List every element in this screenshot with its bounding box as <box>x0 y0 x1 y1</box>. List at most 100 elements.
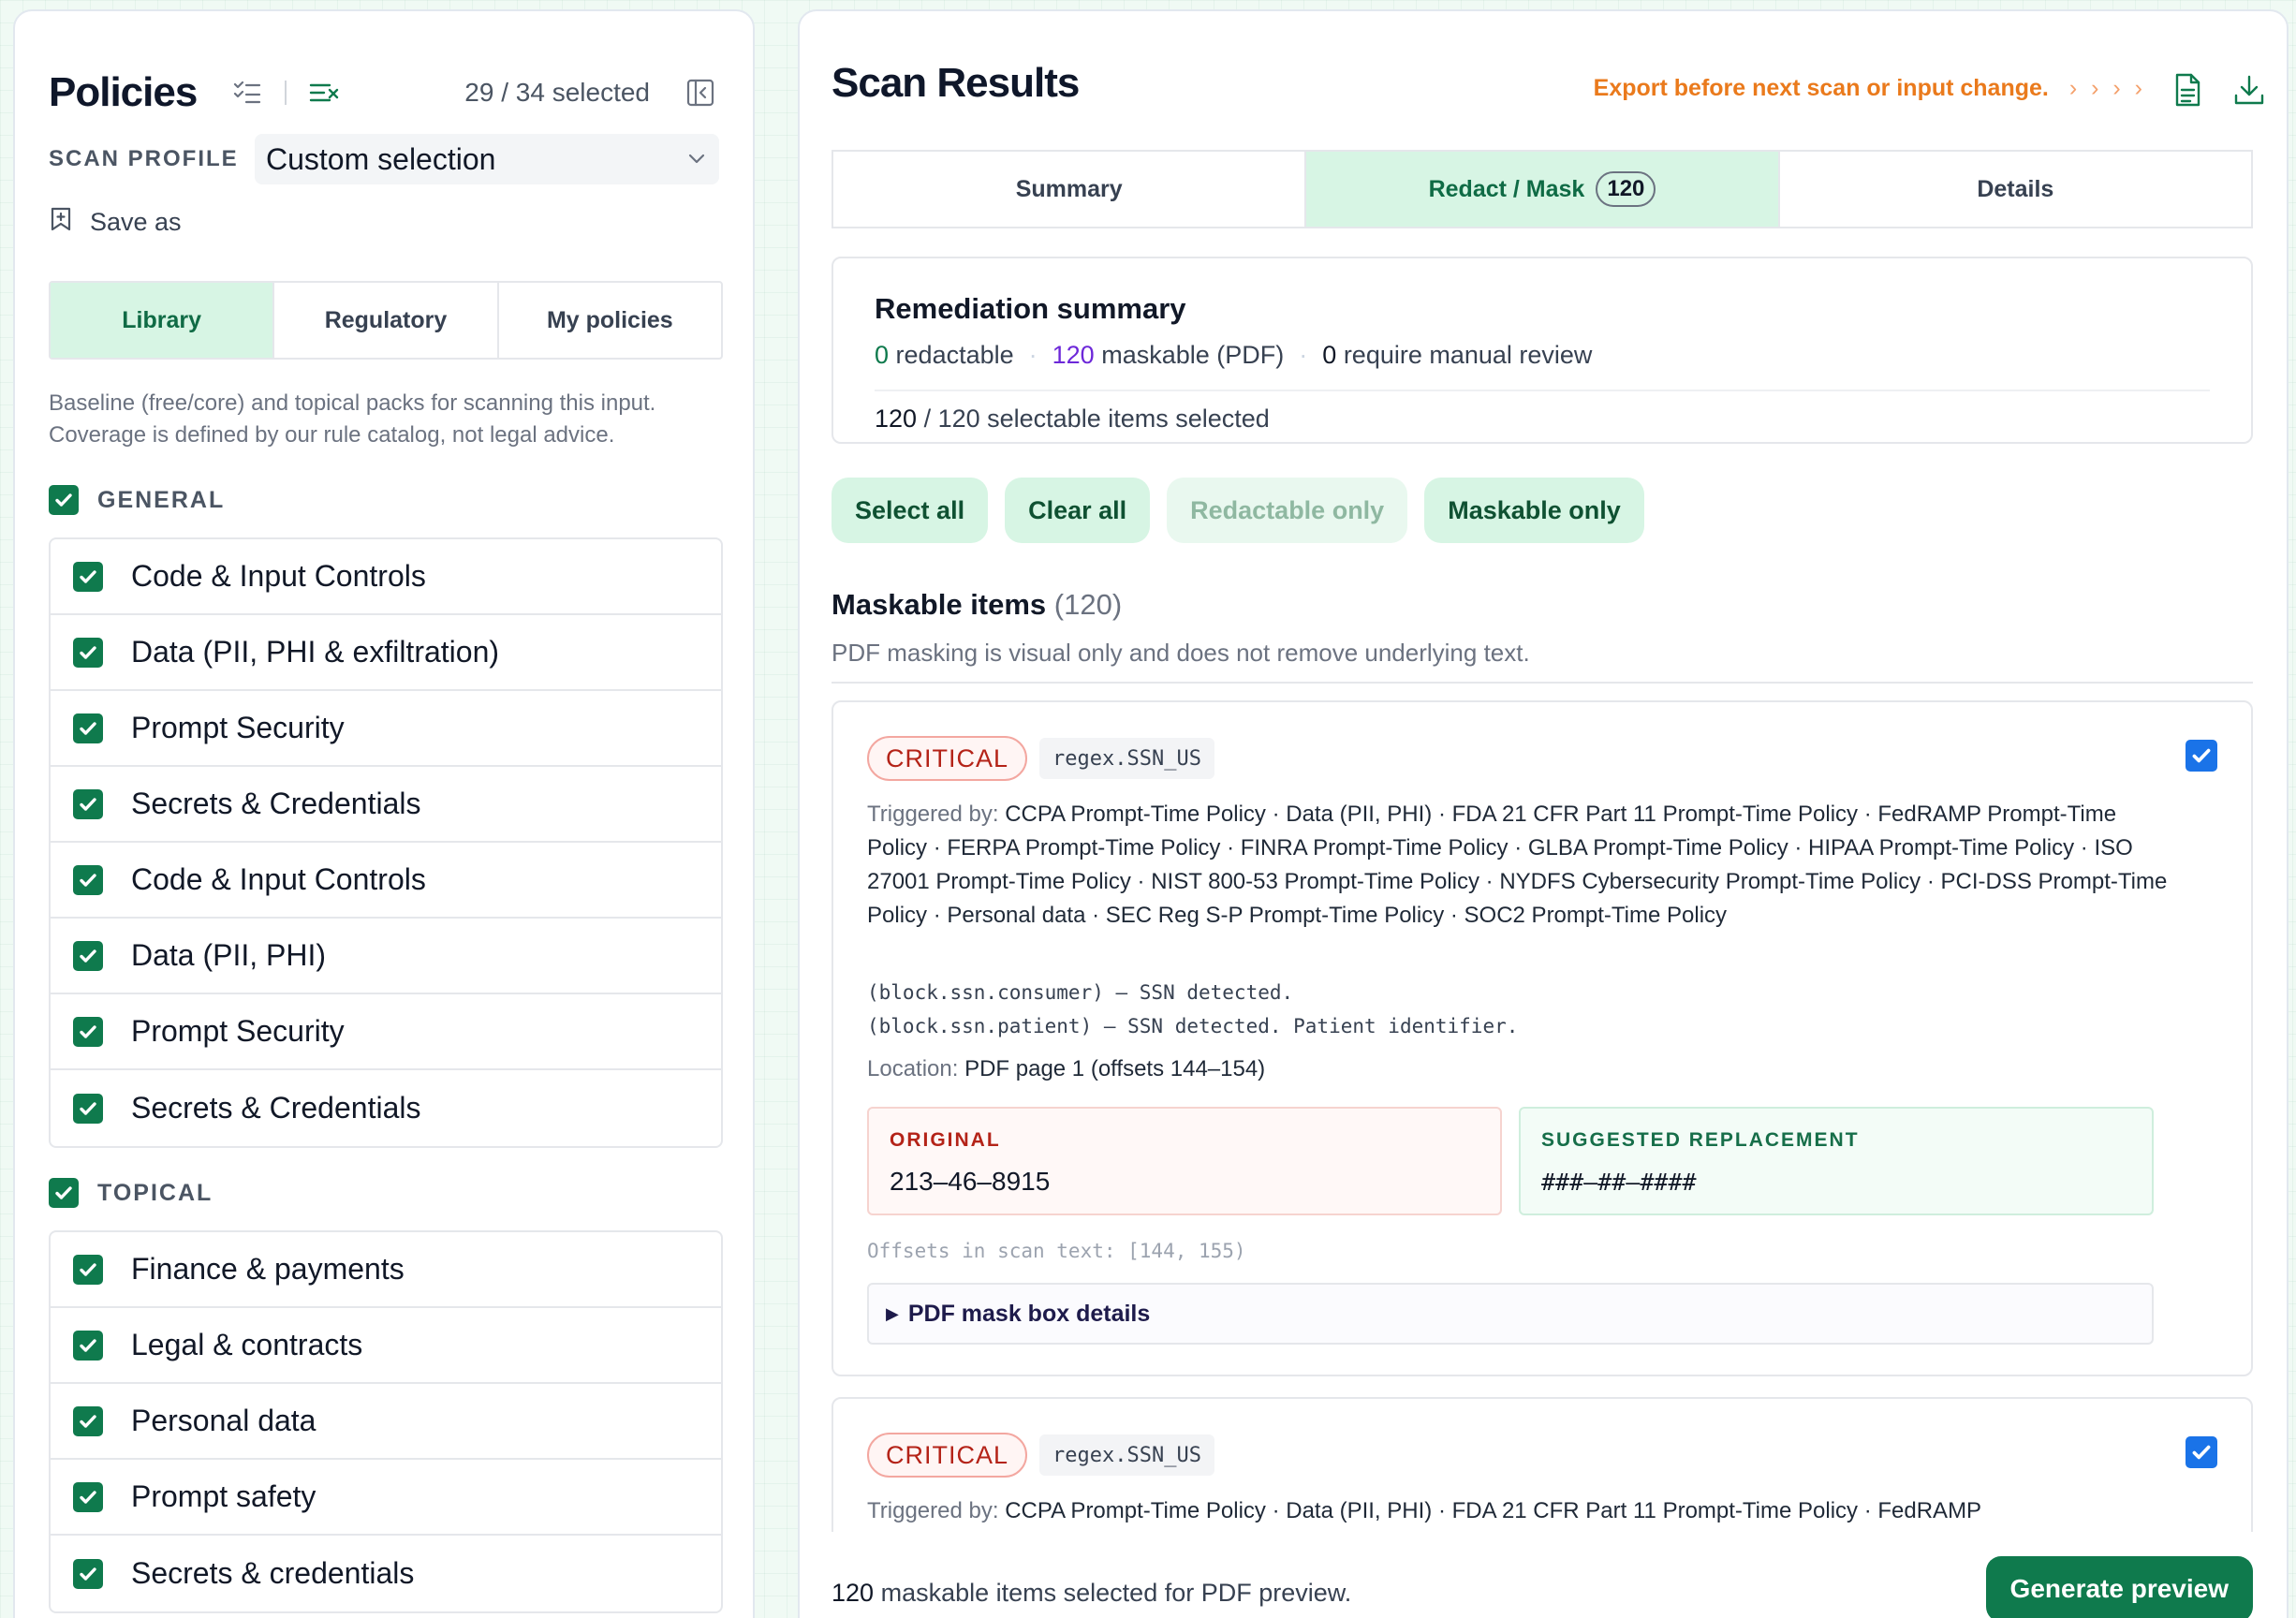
library-description: Baseline (free/core) and topical packs f… <box>49 390 656 448</box>
topical-policy-list: Finance & payments Legal & contracts Per… <box>49 1230 723 1613</box>
scan-profile-select[interactable]: Custom selection <box>255 134 719 184</box>
tab-redact-mask[interactable]: Redact / Mask 120 <box>1306 152 1780 227</box>
separator-dot: · <box>1028 341 1038 369</box>
policy-item[interactable]: Data (PII, PHI) <box>51 919 721 994</box>
policy-checkbox[interactable] <box>73 1330 103 1361</box>
tab-regulatory[interactable]: Regulatory <box>274 283 499 358</box>
group-general-label: GENERAL <box>97 486 226 513</box>
policy-checkbox[interactable] <box>73 1481 103 1512</box>
location-value: PDF page 1 (offsets 144–154) <box>964 1056 1266 1081</box>
policy-label: Secrets & Credentials <box>131 1091 421 1125</box>
severity-badge: CRITICAL <box>867 736 1028 781</box>
redactable-only-button[interactable]: Redactable only <box>1167 478 1408 543</box>
generate-preview-button[interactable]: Generate preview <box>1985 1556 2253 1618</box>
download-icon[interactable] <box>2229 69 2270 110</box>
policy-item[interactable]: Prompt Security <box>51 691 721 767</box>
caret-right-icon: ▶ <box>886 1303 899 1323</box>
policy-item[interactable]: Legal & contracts <box>51 1308 721 1384</box>
clear-all-button[interactable]: Clear all <box>1005 478 1151 543</box>
save-as-button[interactable]: Save as <box>49 206 182 239</box>
maskable-title-text: Maskable items <box>832 588 1047 621</box>
results-footer: 120 maskable items selected for PDF prev… <box>800 1532 2287 1618</box>
results-tabs: Summary Redact / Mask 120 Details <box>832 150 2253 228</box>
triggered-by: Triggered by: CCPA Prompt-Time Policy · … <box>867 798 2169 933</box>
policy-label: Data (PII, PHI) <box>131 938 327 972</box>
policy-checkbox[interactable] <box>73 1254 103 1285</box>
collapse-panel-icon[interactable] <box>682 74 719 111</box>
group-general-checkbox[interactable] <box>49 485 79 515</box>
policies-title: Policies <box>49 69 198 115</box>
maskable-count: 120 <box>1052 341 1095 369</box>
remediation-stats: 0 redactable · 120 maskable (PDF) · 0 re… <box>875 341 1592 370</box>
policy-checkbox[interactable] <box>73 864 103 895</box>
policy-checkbox[interactable] <box>73 713 103 743</box>
policy-item[interactable]: Prompt Security <box>51 994 721 1070</box>
separator-dot: · <box>1299 341 1308 369</box>
policy-label: Code & Input Controls <box>131 559 426 593</box>
header-separator <box>285 81 287 105</box>
selection-buttons: Select all Clear all Redactable only Mas… <box>832 478 1661 543</box>
policy-item[interactable]: Secrets & Credentials <box>51 1070 721 1146</box>
policy-checkbox[interactable] <box>73 637 103 668</box>
group-topical-checkbox[interactable] <box>49 1178 79 1208</box>
policy-label: Secrets & Credentials <box>131 787 421 820</box>
count-badge: 120 <box>1596 171 1656 207</box>
finding-checkbox[interactable] <box>2186 1436 2217 1468</box>
policy-checkbox[interactable] <box>73 1016 103 1047</box>
maskable-label: maskable (PDF) <box>1101 341 1285 369</box>
policy-checkbox[interactable] <box>73 940 103 971</box>
group-topical-label: TOPICAL <box>97 1179 213 1206</box>
maskable-title-count: (120) <box>1053 588 1123 621</box>
policy-label: Secrets & credentials <box>131 1556 415 1590</box>
policy-checkbox[interactable] <box>73 1093 103 1124</box>
tab-my-policies[interactable]: My policies <box>546 306 673 333</box>
location-label: Location: <box>867 1056 959 1081</box>
offsets-text: Offsets in scan text: [144, 155) <box>867 1240 1246 1262</box>
tab-summary[interactable]: Summary <box>833 152 1307 227</box>
policy-checkbox[interactable] <box>73 1405 103 1436</box>
selected-summary: 120 / 120 selectable items selected <box>875 404 1270 434</box>
maskable-note: PDF masking is visual only and does not … <box>832 639 1530 667</box>
clear-list-icon[interactable] <box>305 74 343 111</box>
policy-item[interactable]: Code & Input Controls <box>51 539 721 615</box>
original-value-box: ORIGINAL 213–46–8915 <box>867 1107 1502 1215</box>
checklist-icon[interactable] <box>228 74 266 111</box>
maskable-only-button[interactable]: Maskable only <box>1424 478 1644 543</box>
general-policy-list: Code & Input Controls Data (PII, PHI & e… <box>49 537 723 1148</box>
policy-checkbox[interactable] <box>73 1558 103 1589</box>
tab-details[interactable]: Details <box>1780 152 2251 227</box>
policy-item[interactable]: Finance & payments <box>51 1232 721 1308</box>
severity-badge: CRITICAL <box>867 1433 1028 1478</box>
divider <box>832 682 2253 684</box>
policy-item[interactable]: Secrets & credentials <box>51 1536 721 1611</box>
policy-checkbox[interactable] <box>73 561 103 592</box>
policy-item[interactable]: Secrets & Credentials <box>51 767 721 843</box>
policy-item[interactable]: Code & Input Controls <box>51 843 721 919</box>
replacement-value-box: SUGGESTED REPLACEMENT ###–##–#### <box>1519 1107 2154 1215</box>
location: Location: PDF page 1 (offsets 144–154) <box>867 1056 1265 1082</box>
select-all-button[interactable]: Select all <box>832 478 989 543</box>
group-topical-header: TOPICAL <box>49 1178 213 1208</box>
scan-results-title: Scan Results <box>832 60 1080 106</box>
policy-item[interactable]: Personal data <box>51 1384 721 1460</box>
bookmark-plus-icon <box>49 206 73 239</box>
policy-item[interactable]: Data (PII, PHI & exfiltration) <box>51 615 721 691</box>
chevron-down-icon <box>685 142 708 177</box>
redactable-count: 0 <box>875 341 890 369</box>
scan-profile-row: SCAN PROFILE Custom selection <box>49 133 719 185</box>
policy-checkbox[interactable] <box>73 788 103 819</box>
tab-library[interactable]: Library <box>51 283 275 358</box>
policy-item[interactable]: Prompt safety <box>51 1460 721 1536</box>
export-document-icon[interactable] <box>2167 69 2208 110</box>
policy-label: Personal data <box>131 1404 316 1437</box>
save-as-label: Save as <box>90 208 182 236</box>
mask-box-details-toggle[interactable]: ▶ PDF mask box details <box>867 1283 2154 1345</box>
tab-redact-mask-label: Redact / Mask <box>1428 175 1585 202</box>
finding-checkbox[interactable] <box>2186 740 2217 772</box>
replacement-label: SUGGESTED REPLACEMENT <box>1541 1129 1860 1151</box>
group-general-header: GENERAL <box>49 485 225 515</box>
policy-label: Finance & payments <box>131 1252 405 1286</box>
manual-label: require manual review <box>1343 341 1593 369</box>
rule-id-chip: regex.SSN_US <box>1039 738 1214 779</box>
manual-count: 0 <box>1322 341 1337 369</box>
